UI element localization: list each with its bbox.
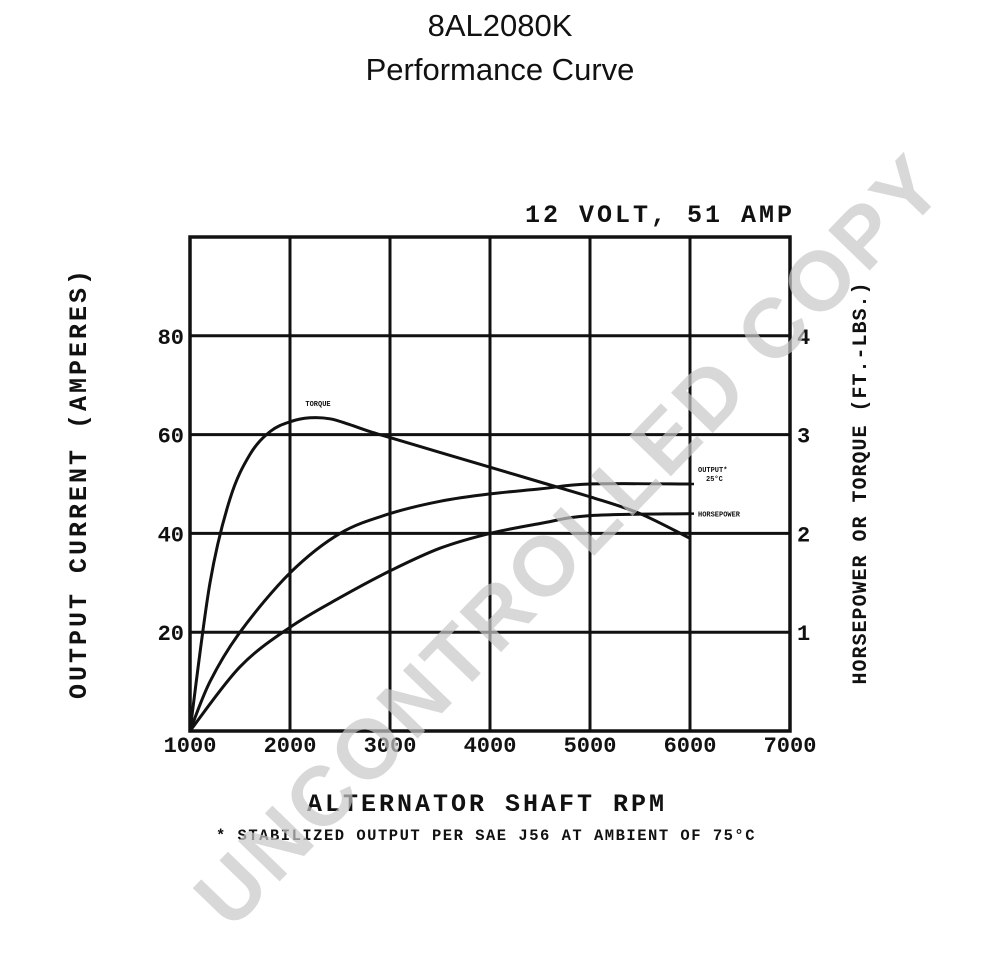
chart-subtitle: Performance Curve <box>365 52 635 87</box>
tick-layer: 1000 2000 3000 4000 5000 6000 7000 20 40 60 80 1 2 3 4 <box>158 326 817 759</box>
x-tick-label: 2000 <box>264 734 317 759</box>
y2-tick-label: 1 <box>797 622 810 647</box>
y-tick-label: 60 <box>158 425 184 450</box>
chart-voltage-amp-label: 12 VOLT, 51 AMP <box>525 201 795 230</box>
torque-curve <box>188 416 692 733</box>
y-axis-title: OUTPUT CURRENT (AMPERES) <box>65 267 94 699</box>
x-tick-label: 5000 <box>564 734 617 759</box>
y2-tick-label: 2 <box>797 523 810 548</box>
y-tick-label: 80 <box>158 326 184 351</box>
y2-tick-label: 4 <box>797 326 810 351</box>
watermark: UNCONTROLLED COPY <box>176 135 962 944</box>
x-tick-label: 4000 <box>464 734 517 759</box>
y-tick-label: 20 <box>158 622 184 647</box>
horsepower-label: HORSEPOWER <box>698 512 741 520</box>
x-tick-label: 1000 <box>164 734 217 759</box>
x-tick-label: 6000 <box>664 734 717 759</box>
x-tick-label: 7000 <box>764 734 817 759</box>
curve-layer: TORQUE OUTPUT*25°C HORSEPOWER <box>188 401 741 733</box>
output-label: OUTPUT* <box>698 467 727 475</box>
horsepower-curve <box>188 512 692 733</box>
output-label-line2: 25°C <box>706 475 723 484</box>
y-tick-label: 40 <box>158 523 184 548</box>
y2-axis-title: HORSEPOWER OR TORQUE (FT.-LBS.) <box>850 281 873 684</box>
output-curve <box>188 482 692 733</box>
torque-label: TORQUE <box>305 401 330 409</box>
x-tick-label: 3000 <box>364 734 417 759</box>
chart-title-block: 8AL2080K Performance Curve <box>0 4 1000 92</box>
chart-title: 8AL2080K <box>427 8 573 43</box>
footnote: * STABILIZED OUTPUT PER SAE J56 AT AMBIE… <box>216 827 756 845</box>
x-axis-title: ALTERNATOR SHAFT RPM <box>307 790 667 819</box>
y2-tick-label: 3 <box>797 425 810 450</box>
